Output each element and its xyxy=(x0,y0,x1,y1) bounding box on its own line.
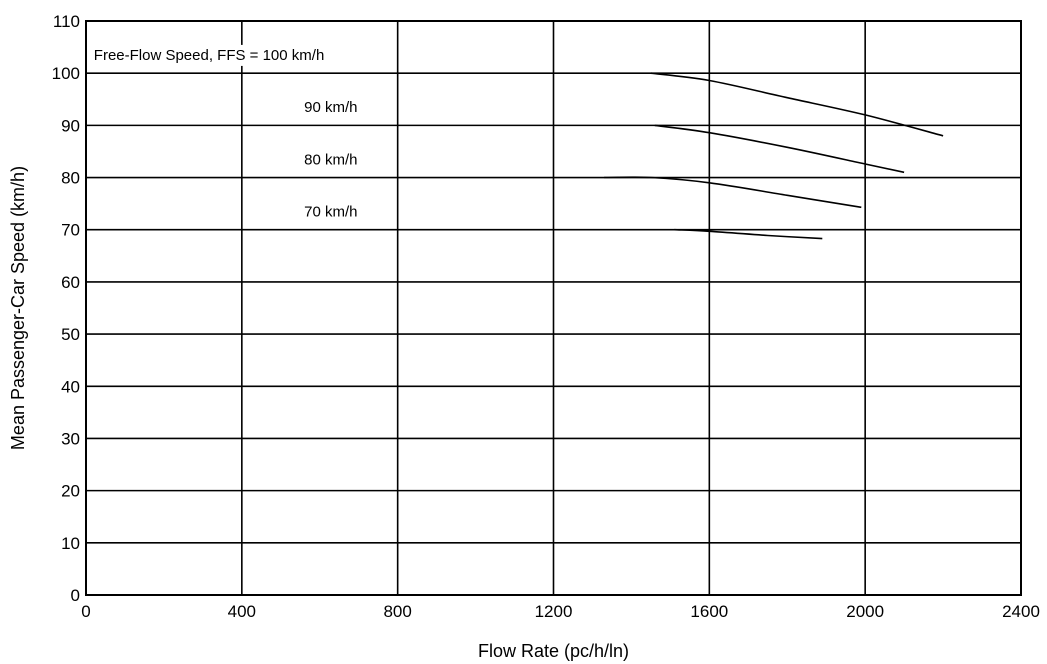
y-tick-label: 30 xyxy=(61,429,80,448)
y-tick-label: 0 xyxy=(71,586,80,605)
y-tick-label: 90 xyxy=(61,116,80,135)
x-axis-title: Flow Rate (pc/h/ln) xyxy=(478,641,629,661)
x-tick-label: 2000 xyxy=(846,602,884,621)
x-tick-label: 400 xyxy=(228,602,256,621)
x-tick-label: 2400 xyxy=(1002,602,1040,621)
y-tick-label: 60 xyxy=(61,273,80,292)
speed-flow-curve xyxy=(674,228,823,240)
curve-label-background xyxy=(301,149,361,171)
y-axis-ticks: 0 10 20 30 40 50 60 70 80 90 100 110 xyxy=(52,12,80,605)
x-tick-label: 0 xyxy=(81,602,90,621)
speed-flow-curve xyxy=(654,124,905,174)
grid xyxy=(86,21,1021,595)
curve-label-background xyxy=(90,44,328,66)
speed-flow-curve xyxy=(604,176,862,209)
y-tick-label: 20 xyxy=(61,482,80,501)
curve-label: 80 km/h xyxy=(304,151,357,168)
curve-label: 70 km/h xyxy=(304,203,357,220)
curve-label: Free-Flow Speed, FFS = 100 km/h xyxy=(94,47,325,64)
series-lines xyxy=(604,72,944,240)
x-tick-label: 800 xyxy=(383,602,411,621)
speed-flow-curve xyxy=(650,72,944,137)
curve-label: 90 km/h xyxy=(304,99,357,116)
y-tick-label: 80 xyxy=(61,169,80,188)
y-tick-label: 50 xyxy=(61,325,80,344)
x-axis-ticks: 0 400 800 1200 1600 2000 2400 xyxy=(81,602,1040,621)
y-tick-label: 100 xyxy=(52,64,80,83)
y-tick-label: 40 xyxy=(61,377,80,396)
curve-label-background xyxy=(301,97,361,119)
curve-labels: Free-Flow Speed, FFS = 100 km/h 90 km/h 80… xyxy=(90,44,361,223)
y-tick-label: 110 xyxy=(53,12,80,31)
plot-area-frame xyxy=(85,20,1022,596)
x-tick-label: 1600 xyxy=(690,602,728,621)
y-axis-title: Mean Passenger-Car Speed (km/h) xyxy=(8,166,28,450)
curve-label-background xyxy=(301,201,361,223)
x-tick-label: 1200 xyxy=(535,602,573,621)
y-tick-label: 10 xyxy=(61,534,80,553)
y-tick-label: 70 xyxy=(61,221,80,240)
